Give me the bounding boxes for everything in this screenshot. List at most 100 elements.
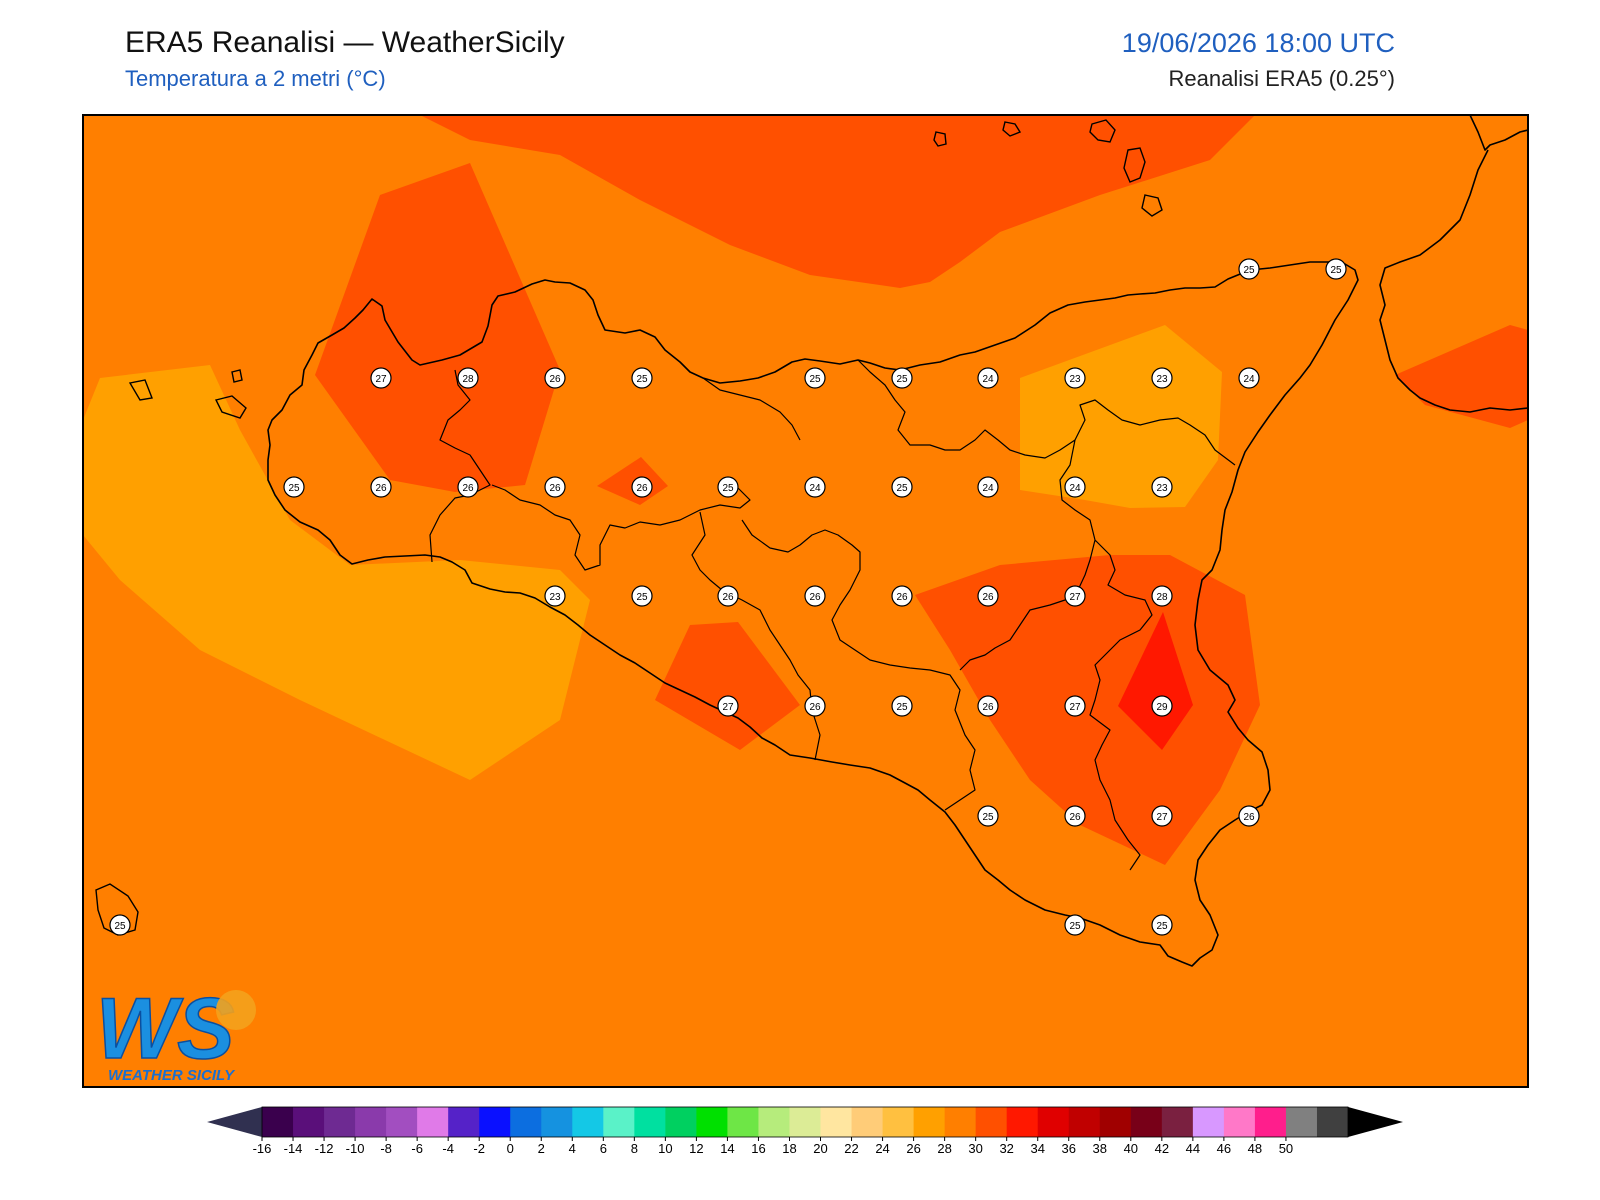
- colorbar-label: 16: [751, 1141, 765, 1156]
- station-value: 27: [1156, 812, 1168, 823]
- colorbar-label: 8: [631, 1141, 638, 1156]
- station-marker: 25: [717, 476, 739, 498]
- colorbar-label: 20: [813, 1141, 827, 1156]
- colorbar-label: 34: [1030, 1141, 1044, 1156]
- colorbar-label: 48: [1248, 1141, 1262, 1156]
- station-marker: 27: [370, 367, 392, 389]
- station-markers: 27 28 26 25 25 25 24 23 23 24 25 26 26 26 26 25 24 25 24 24…: [109, 258, 1347, 936]
- station-value: 27: [1069, 592, 1081, 603]
- station-marker: 29: [1151, 695, 1173, 717]
- colorbar-label: 32: [999, 1141, 1013, 1156]
- colorbar-label: 46: [1217, 1141, 1231, 1156]
- station-circle: [804, 585, 826, 607]
- cool-zone-west: [83, 365, 590, 780]
- station-circle: [370, 476, 392, 498]
- station-marker: 27: [717, 695, 739, 717]
- model-label: Reanalisi ERA5 (0.25°): [1168, 66, 1395, 91]
- station-circle: [544, 585, 566, 607]
- colorbar-swatch: [262, 1107, 294, 1137]
- station-marker: 28: [457, 367, 479, 389]
- station-circle: [977, 805, 999, 827]
- station-circle: [1151, 805, 1173, 827]
- station-value: 25: [1069, 921, 1081, 932]
- logo-name: WEATHER SICILY: [108, 1067, 236, 1084]
- station-circle: [1151, 476, 1173, 498]
- island-vulcano: [1141, 194, 1163, 217]
- station-marker: 26: [891, 585, 913, 607]
- station-circle: [457, 476, 479, 498]
- station-marker: 24: [1238, 367, 1260, 389]
- colorbar-swatch: [1223, 1107, 1256, 1137]
- colorbar-label: 26: [906, 1141, 920, 1156]
- island-favignana: [214, 395, 247, 419]
- station-marker: 26: [1238, 805, 1260, 827]
- station-value: 24: [1069, 483, 1081, 494]
- station-value: 23: [1156, 374, 1168, 385]
- station-value: 27: [1069, 702, 1081, 713]
- station-marker: 26: [544, 367, 566, 389]
- colorbar-label: -16: [253, 1141, 272, 1156]
- station-circle: [891, 476, 913, 498]
- station-value: 26: [809, 702, 821, 713]
- station-circle: [977, 695, 999, 717]
- colorbar-swatch: [1161, 1107, 1194, 1137]
- station-value: 25: [982, 812, 994, 823]
- station-circle: [1064, 914, 1086, 936]
- station-value: 25: [636, 592, 648, 603]
- station-marker: 24: [804, 476, 826, 498]
- station-circle: [1151, 367, 1173, 389]
- station-value: 25: [636, 374, 648, 385]
- station-marker: 26: [1064, 805, 1086, 827]
- station-marker: 25: [283, 476, 305, 498]
- station-marker: 25: [804, 367, 826, 389]
- station-value: 23: [1069, 374, 1081, 385]
- station-value: 26: [549, 483, 561, 494]
- station-circle: [804, 367, 826, 389]
- station-marker: 27: [1064, 585, 1086, 607]
- colorbar-swatch: [820, 1107, 853, 1137]
- colorbar-label: 6: [600, 1141, 607, 1156]
- station-circle: [804, 476, 826, 498]
- station-value: 23: [1156, 483, 1168, 494]
- colorbar-swatch: [1099, 1107, 1132, 1137]
- colorbar-label: 44: [1186, 1141, 1200, 1156]
- colorbar-swatch: [727, 1107, 759, 1137]
- station-value: 26: [722, 592, 734, 603]
- station-circle: [891, 585, 913, 607]
- station-circle: [544, 476, 566, 498]
- station-value: 26: [982, 702, 994, 713]
- station-value: 24: [982, 483, 994, 494]
- colorbar-label: 38: [1093, 1141, 1107, 1156]
- island-marettimo: [128, 379, 153, 401]
- island-levanzo: [231, 369, 243, 383]
- station-circle: [1238, 367, 1260, 389]
- colorbar-label: 40: [1124, 1141, 1138, 1156]
- colorbar-label: 10: [658, 1141, 672, 1156]
- station-circle: [1064, 805, 1086, 827]
- colorbar-swatch: [1037, 1107, 1070, 1137]
- colorbar-swatch: [1068, 1107, 1101, 1137]
- station-value: 26: [549, 374, 561, 385]
- colorbar-swatch: [851, 1107, 884, 1137]
- colorbar-swatch: [603, 1107, 635, 1137]
- station-marker: 26: [631, 476, 653, 498]
- colorbar-swatch: [541, 1107, 573, 1137]
- station-value: 24: [809, 483, 821, 494]
- station-value: 26: [896, 592, 908, 603]
- colorbar-swatch: [1192, 1107, 1225, 1137]
- station-value: 26: [375, 483, 387, 494]
- station-marker: 26: [717, 585, 739, 607]
- colorbar-label: -8: [380, 1141, 392, 1156]
- station-value: 28: [462, 374, 474, 385]
- warm-zone-south: [655, 622, 800, 750]
- station-circle: [631, 367, 653, 389]
- weathersicily-logo: WS WEATHER SICILY: [95, 980, 256, 1084]
- station-circle: [544, 367, 566, 389]
- colorbar-label: -12: [315, 1141, 334, 1156]
- station-marker: 25: [1064, 914, 1086, 936]
- station-circle: [109, 914, 131, 936]
- station-value: 25: [722, 483, 734, 494]
- station-marker: 25: [1325, 258, 1347, 280]
- station-marker: 25: [1151, 914, 1173, 936]
